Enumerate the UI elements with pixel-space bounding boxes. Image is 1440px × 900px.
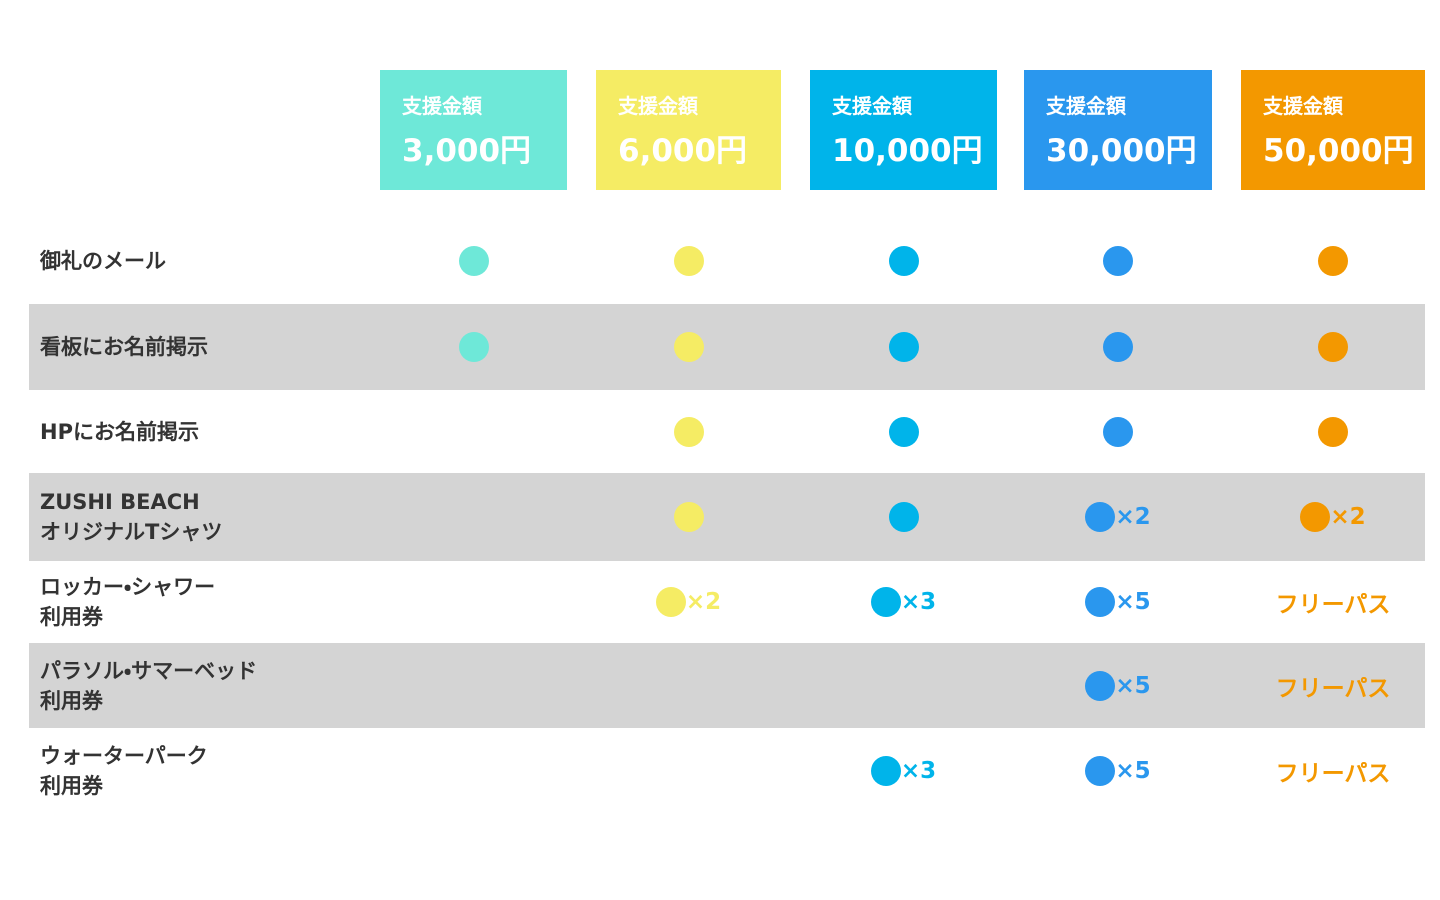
row-label-line: 利用券 xyxy=(40,688,103,713)
row-label: パラソル・サマーベッド 利用券 xyxy=(40,643,257,728)
cell-text: ×3 xyxy=(900,758,937,784)
cell xyxy=(1018,390,1218,473)
dot xyxy=(888,332,919,362)
cell: フリーパス xyxy=(1233,561,1433,643)
row-label-line: 利用券 xyxy=(40,774,103,798)
dot xyxy=(673,416,704,447)
row-label-line: 看板にお名前掲示 xyxy=(40,335,208,359)
dot xyxy=(888,416,919,447)
row-label-line: ロッカー・シャワー xyxy=(40,575,216,599)
cell-text: ×5 xyxy=(1115,672,1151,699)
cell xyxy=(589,304,789,390)
dot xyxy=(673,502,704,532)
cell xyxy=(804,390,1004,473)
dot xyxy=(1085,587,1116,617)
tier-header: 支援金額 10,000円 xyxy=(810,70,997,190)
cell: ×3 xyxy=(804,728,1004,814)
cell: ×2 xyxy=(589,561,789,643)
cell-text: ×3 xyxy=(900,589,937,615)
cell xyxy=(1018,304,1218,390)
cell xyxy=(1018,217,1218,304)
dot xyxy=(1103,416,1133,447)
row-band xyxy=(29,643,1425,728)
tier-label: 支援金額 xyxy=(1046,94,1126,118)
row-label-line: オリジナルTシャツ xyxy=(40,520,223,544)
cell xyxy=(589,217,789,304)
cell: ×5 xyxy=(1018,561,1218,643)
row-band xyxy=(29,473,1425,561)
tier-label: 支援金額 xyxy=(402,94,482,118)
cell xyxy=(1233,390,1433,473)
row-label-line: 御礼のメール xyxy=(40,248,166,273)
row-band xyxy=(29,304,1425,390)
dot xyxy=(870,587,901,617)
row-label: 御礼のメール xyxy=(40,217,166,304)
row-label: HPにお名前掲示 xyxy=(40,390,199,473)
cell: フリーパス xyxy=(1233,728,1433,814)
dot xyxy=(1103,332,1133,362)
cell: ×5 xyxy=(1018,643,1218,728)
cell xyxy=(804,304,1004,390)
tier-label: 支援金額 xyxy=(1263,94,1343,118)
tier-amount: 30,000円 xyxy=(1046,133,1197,169)
cell-text: ×2 xyxy=(685,589,722,615)
dot xyxy=(1318,245,1348,276)
cell-text: ×5 xyxy=(1115,589,1151,615)
tier-header: 支援金額 6,000円 xyxy=(596,70,781,190)
tier-label: 支援金額 xyxy=(832,94,912,118)
cell xyxy=(804,473,1004,561)
cell xyxy=(1233,304,1433,390)
cell xyxy=(374,217,574,304)
cell-text: フリーパス xyxy=(1275,761,1391,787)
dot xyxy=(1300,502,1331,532)
row-label-line: 利用券 xyxy=(40,605,103,629)
dot xyxy=(1085,670,1116,701)
cell-text: ×2 xyxy=(1115,504,1151,530)
row-label-line: ZUSHI BEACH xyxy=(40,490,200,514)
cell xyxy=(804,217,1004,304)
dot xyxy=(1103,245,1133,276)
dot xyxy=(870,756,901,786)
cell: ×5 xyxy=(1018,728,1218,814)
dot xyxy=(1085,756,1116,786)
cell-text: フリーパス xyxy=(1275,675,1391,702)
tier-label: 支援金額 xyxy=(618,94,698,118)
cell: フリーパス xyxy=(1233,643,1433,728)
row-label: ロッカー・シャワー 利用券 xyxy=(40,561,215,643)
cell xyxy=(589,473,789,561)
cell xyxy=(1233,217,1433,304)
cell xyxy=(589,390,789,473)
row-label-line: パラソル・サマーベッド xyxy=(40,658,258,683)
tier-amount: 50,000円 xyxy=(1263,133,1414,169)
row-label: ウォーターパーク 利用券 xyxy=(40,728,208,814)
tier-header: 支援金額 3,000円 xyxy=(380,70,567,190)
dot xyxy=(1318,332,1348,362)
dot xyxy=(458,332,489,362)
dot xyxy=(1085,502,1116,532)
dot xyxy=(673,332,704,362)
cell xyxy=(374,304,574,390)
row-label-line: ウォーターパーク xyxy=(40,744,208,768)
cell: ×3 xyxy=(804,561,1004,643)
row-label: 看板にお名前掲示 xyxy=(40,304,208,390)
tier-amount: 10,000円 xyxy=(832,133,983,169)
cell-text: ×2 xyxy=(1330,504,1366,530)
dot xyxy=(458,245,489,276)
tier-header: 支援金額 30,000円 xyxy=(1024,70,1212,190)
dot xyxy=(655,587,686,617)
dot xyxy=(888,502,919,532)
row-label-line: HPにお名前掲示 xyxy=(40,419,199,444)
cell: ×2 xyxy=(1018,473,1218,561)
tier-amount: 6,000円 xyxy=(618,133,748,169)
row-label: ZUSHI BEACH オリジナルTシャツ xyxy=(40,473,222,561)
dot xyxy=(1318,416,1348,447)
cell-text: ×5 xyxy=(1115,758,1151,784)
dot xyxy=(673,245,704,276)
cell: ×2 xyxy=(1233,473,1433,561)
dot xyxy=(888,245,919,276)
tier-amount: 3,000円 xyxy=(402,133,532,169)
tier-header: 支援金額 50,000円 xyxy=(1241,70,1425,190)
cell-text: フリーパス xyxy=(1275,592,1391,618)
